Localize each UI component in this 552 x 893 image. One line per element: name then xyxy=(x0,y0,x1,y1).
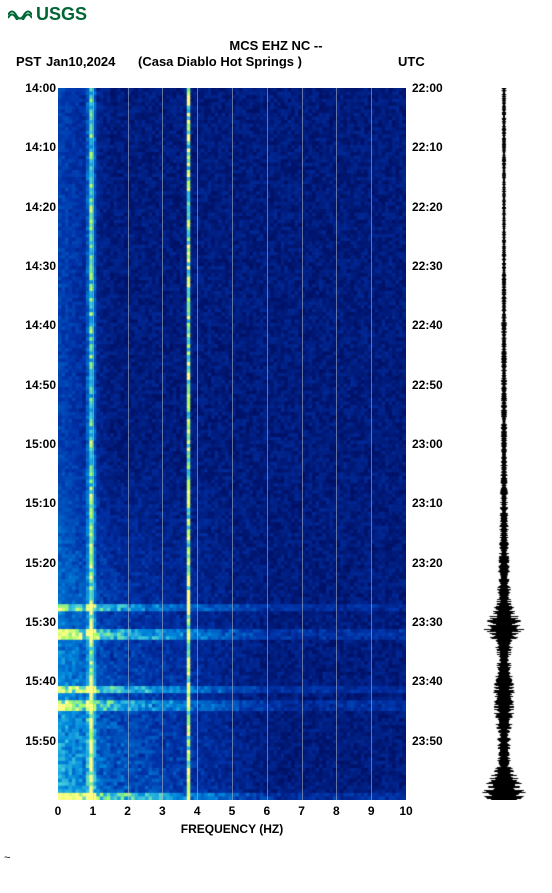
location-label: (Casa Diablo Hot Springs ) xyxy=(138,54,302,69)
spectrogram-area xyxy=(58,88,406,800)
ytick-right: 23:00 xyxy=(412,437,456,451)
utc-label: UTC xyxy=(398,54,425,69)
y-axis-right-ticks: 22:0022:1022:2022:3022:4022:5023:0023:10… xyxy=(412,88,456,800)
ytick-left: 15:30 xyxy=(12,615,56,629)
ytick-right: 23:30 xyxy=(412,615,456,629)
ytick-right: 22:40 xyxy=(412,318,456,332)
ytick-right: 22:10 xyxy=(412,140,456,154)
ytick-right: 23:10 xyxy=(412,496,456,510)
grid-vline xyxy=(371,88,372,800)
waveform-canvas xyxy=(474,88,534,800)
ytick-left: 14:00 xyxy=(12,81,56,95)
y-axis-left-ticks: 14:0014:1014:2014:3014:4014:5015:0015:10… xyxy=(12,88,56,800)
footer-mark: ~ xyxy=(4,852,10,864)
logo-text: USGS xyxy=(36,4,87,25)
xtick: 10 xyxy=(399,804,412,818)
ytick-left: 15:20 xyxy=(12,556,56,570)
xtick: 7 xyxy=(298,804,305,818)
ytick-right: 23:20 xyxy=(412,556,456,570)
ytick-left: 15:00 xyxy=(12,437,56,451)
x-axis-label: FREQUENCY (HZ) xyxy=(58,822,406,836)
xtick: 9 xyxy=(368,804,375,818)
xtick: 3 xyxy=(159,804,166,818)
xtick: 5 xyxy=(229,804,236,818)
xtick: 8 xyxy=(333,804,340,818)
grid-vline xyxy=(197,88,198,800)
ytick-left: 14:10 xyxy=(12,140,56,154)
xtick: 0 xyxy=(55,804,62,818)
grid-vline xyxy=(128,88,129,800)
ytick-right: 22:50 xyxy=(412,378,456,392)
chart-title: MCS EHZ NC -- xyxy=(0,38,552,53)
ytick-left: 15:50 xyxy=(12,734,56,748)
ytick-right: 22:20 xyxy=(412,200,456,214)
ytick-right: 22:00 xyxy=(412,81,456,95)
ytick-left: 14:40 xyxy=(12,318,56,332)
grid-vline xyxy=(232,88,233,800)
ytick-right: 22:30 xyxy=(412,259,456,273)
ytick-left: 14:50 xyxy=(12,378,56,392)
xtick: 6 xyxy=(263,804,270,818)
ytick-left: 14:20 xyxy=(12,200,56,214)
grid-vline xyxy=(93,88,94,800)
ytick-right: 23:50 xyxy=(412,734,456,748)
grid-vline xyxy=(162,88,163,800)
ytick-left: 15:40 xyxy=(12,674,56,688)
usgs-logo: USGS xyxy=(8,4,87,25)
ytick-right: 23:40 xyxy=(412,674,456,688)
grid-vline xyxy=(302,88,303,800)
pst-label: PST xyxy=(16,54,41,69)
ytick-left: 14:30 xyxy=(12,259,56,273)
date-label: Jan10,2024 xyxy=(46,54,115,69)
grid-vline xyxy=(336,88,337,800)
xtick: 1 xyxy=(89,804,96,818)
xtick: 2 xyxy=(124,804,131,818)
ytick-left: 15:10 xyxy=(12,496,56,510)
grid-vline xyxy=(267,88,268,800)
waveform-panel xyxy=(474,88,534,800)
logo-wave-icon xyxy=(8,4,32,25)
xtick: 4 xyxy=(194,804,201,818)
